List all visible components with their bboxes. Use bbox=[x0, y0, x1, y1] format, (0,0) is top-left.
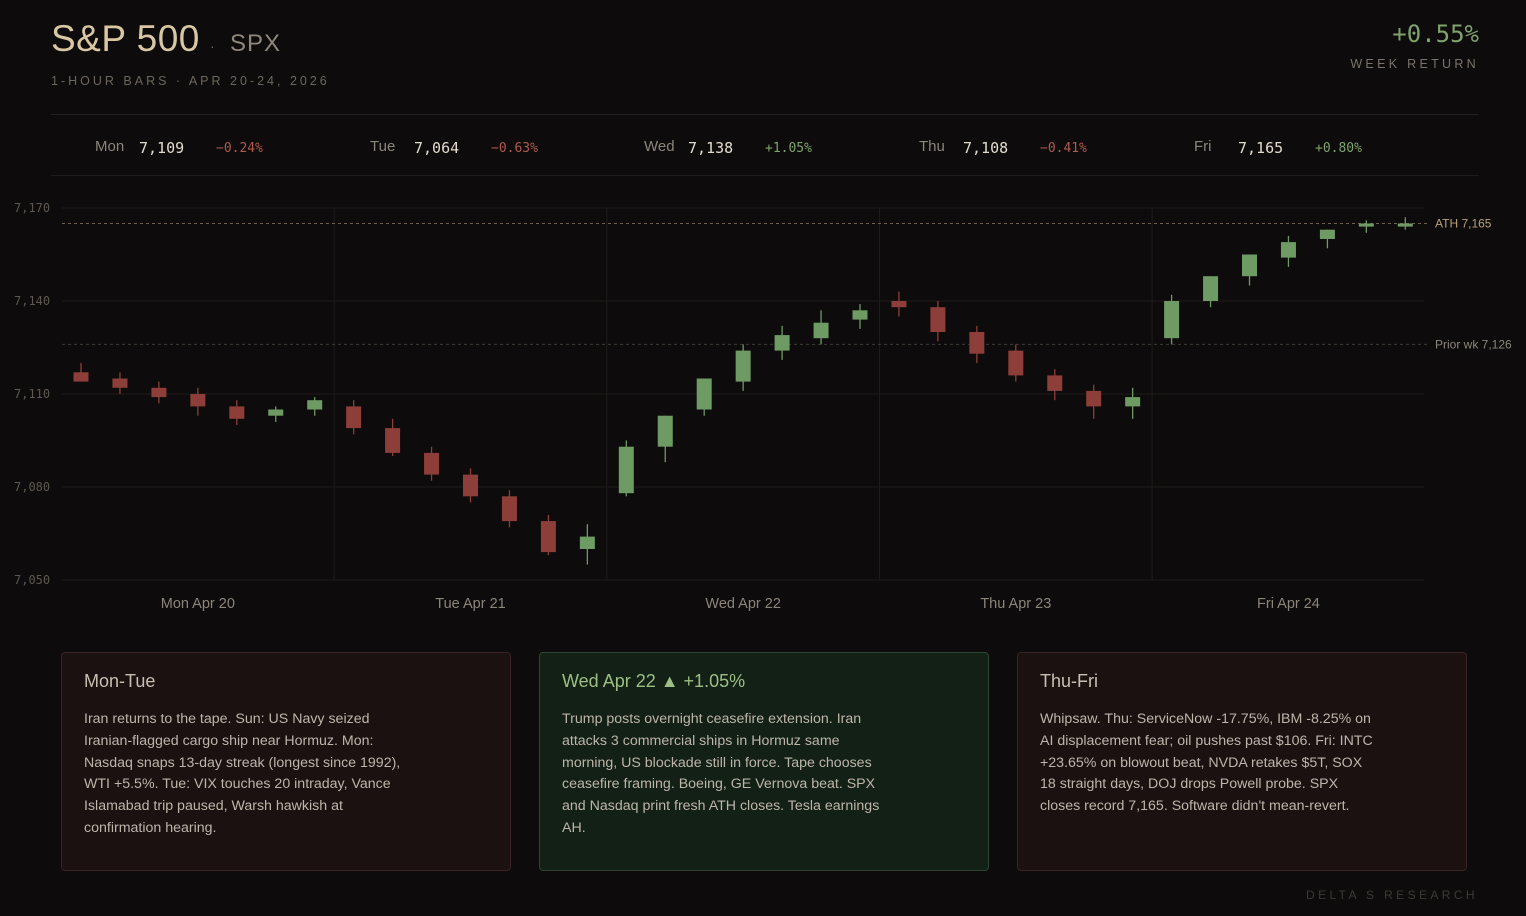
card-title: Thu-Fri bbox=[1040, 671, 1098, 691]
news-card-mon-tue: Mon-Tue Iran returns to the tape. Sun: U… bbox=[61, 652, 511, 871]
candle-body bbox=[1086, 390, 1102, 407]
day-stat-close: 7,109 bbox=[139, 139, 185, 157]
x-day-label: Mon Apr 20 bbox=[161, 596, 235, 612]
news-card-thu-fri: Thu-Fri Whipsaw. Thu: ServiceNow -17.75%… bbox=[1017, 652, 1467, 871]
candle-body bbox=[1164, 301, 1180, 339]
candle-body bbox=[1280, 242, 1296, 258]
day-stat-change: −0.63% bbox=[491, 141, 538, 156]
candle-body bbox=[463, 474, 478, 497]
y-tick-label: 7,170 bbox=[14, 201, 50, 215]
x-day-label: Tue Apr 21 bbox=[435, 596, 505, 612]
candle-body bbox=[969, 332, 985, 354]
x-day-label: Thu Apr 23 bbox=[980, 596, 1051, 612]
reference-line-label: Prior wk 7,126 bbox=[1435, 337, 1512, 351]
week-return-value: +0.55% bbox=[1392, 20, 1479, 48]
candle-body bbox=[1008, 350, 1024, 376]
candle-body bbox=[657, 415, 673, 447]
day-stat-change: +1.05% bbox=[765, 141, 812, 156]
candle-body bbox=[112, 378, 128, 388]
day-stat-close: 7,108 bbox=[963, 139, 1009, 157]
page-title: S&P 500 bbox=[51, 18, 200, 59]
candle-body bbox=[1203, 276, 1219, 301]
candle-body bbox=[1242, 254, 1257, 277]
candle-body bbox=[1125, 397, 1141, 407]
candle-body bbox=[579, 536, 595, 549]
candle-body bbox=[1047, 375, 1063, 391]
candle-body bbox=[735, 350, 751, 382]
candle-body bbox=[774, 335, 790, 351]
day-stat-label: Thu bbox=[919, 138, 945, 155]
y-tick-label: 7,110 bbox=[14, 387, 50, 401]
title-separator: · bbox=[210, 38, 215, 54]
card-body: Trump posts overnight ceasefire extensio… bbox=[562, 711, 880, 836]
candle-body bbox=[501, 496, 517, 522]
candle-body bbox=[852, 310, 868, 320]
y-tick-label: 7,140 bbox=[14, 294, 50, 308]
candle-body bbox=[385, 428, 401, 453]
y-tick-label: 7,080 bbox=[14, 480, 50, 494]
day-stat-change: −0.24% bbox=[216, 141, 263, 156]
candle-body bbox=[229, 406, 245, 419]
candle-body bbox=[151, 387, 167, 398]
day-stat-label: Wed bbox=[644, 138, 675, 155]
day-stat-change: +0.80% bbox=[1315, 141, 1362, 156]
candle-body bbox=[1397, 223, 1413, 227]
candle-body bbox=[346, 406, 362, 429]
page-subtitle: 1-HOUR BARS · APR 20-24, 2026 bbox=[51, 74, 330, 88]
candle-body bbox=[540, 521, 556, 553]
news-card-wed: Wed Apr 22 ▲ +1.05% Trump posts overnigh… bbox=[539, 652, 989, 871]
ticker-symbol: SPX bbox=[230, 30, 282, 57]
y-tick-label: 7,050 bbox=[14, 573, 50, 587]
day-stat-label: Mon bbox=[95, 138, 125, 155]
candle-body bbox=[73, 372, 89, 382]
day-stat-label: Tue bbox=[370, 138, 396, 155]
candle-body bbox=[891, 301, 907, 308]
card-title: Mon-Tue bbox=[84, 671, 156, 691]
candle-body bbox=[930, 307, 946, 332]
candle-body bbox=[813, 322, 829, 339]
x-day-label: Fri Apr 24 bbox=[1257, 596, 1320, 612]
candle-body bbox=[268, 409, 284, 416]
candle-body bbox=[307, 400, 323, 410]
footer-brand: DELTA S RESEARCH bbox=[1306, 888, 1478, 902]
candle-body bbox=[618, 446, 634, 494]
candle-body bbox=[190, 394, 206, 407]
day-stat-close: 7,165 bbox=[1238, 139, 1284, 157]
candle-body bbox=[696, 378, 712, 410]
card-body: Whipsaw. Thu: ServiceNow -17.75%, IBM -8… bbox=[1040, 711, 1373, 815]
x-day-label: Wed Apr 22 bbox=[705, 596, 781, 612]
day-stat-label: Fri bbox=[1194, 138, 1212, 155]
week-return-label: WEEK RETURN bbox=[1350, 57, 1479, 71]
day-stat-close: 7,138 bbox=[688, 139, 734, 157]
day-stat-change: −0.41% bbox=[1040, 141, 1087, 156]
day-stat-close: 7,064 bbox=[414, 139, 460, 157]
card-title: Wed Apr 22 ▲ +1.05% bbox=[562, 671, 746, 691]
candle-body bbox=[1358, 223, 1374, 227]
reference-line-label: ATH 7,165 bbox=[1435, 217, 1492, 231]
stats-divider bbox=[51, 175, 1479, 176]
candlestick-chart: 7,050 7,080 7,110 7,140 7,170 Mon Apr 20 Tue A… bbox=[14, 201, 1512, 612]
candle-body bbox=[424, 452, 440, 475]
candle-body bbox=[1319, 229, 1335, 239]
header-divider bbox=[51, 114, 1479, 115]
card-body: Iran returns to the tape. Sun: US Navy s… bbox=[84, 711, 401, 836]
